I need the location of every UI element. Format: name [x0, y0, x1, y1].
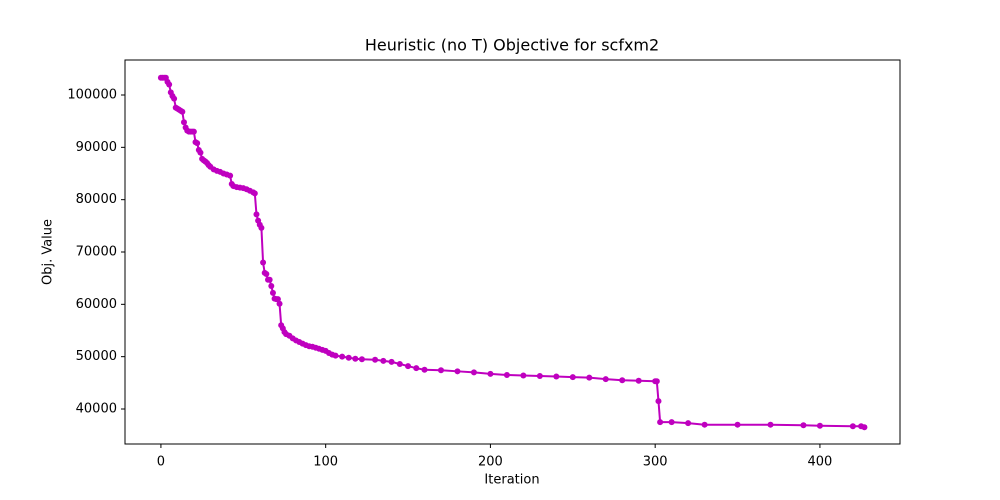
marker	[421, 366, 428, 373]
x-tick-label: 200	[478, 455, 503, 470]
marker	[171, 95, 178, 102]
marker	[269, 289, 276, 296]
marker	[405, 363, 412, 370]
marker	[268, 283, 275, 290]
marker	[358, 356, 365, 363]
marker	[520, 372, 527, 379]
marker	[653, 378, 660, 385]
marker	[180, 119, 187, 126]
marker	[388, 358, 395, 365]
marker	[454, 368, 461, 375]
y-tick-label: 60000	[76, 297, 117, 312]
x-tick-label: 400	[808, 455, 833, 470]
y-tick-label: 40000	[76, 401, 117, 416]
marker	[602, 376, 609, 383]
marker	[437, 367, 444, 374]
marker	[332, 352, 339, 359]
marker	[396, 360, 403, 367]
marker	[503, 371, 510, 378]
marker	[253, 211, 260, 218]
marker	[260, 259, 267, 266]
marker	[345, 354, 352, 361]
y-axis-label: Obj. Value	[41, 219, 56, 285]
chart-title: Heuristic (no T) Objective for scfxm2	[365, 36, 659, 55]
marker	[767, 421, 774, 428]
marker	[586, 374, 593, 381]
marker	[380, 357, 387, 364]
marker	[266, 276, 273, 283]
marker	[668, 419, 675, 426]
marker	[849, 423, 856, 430]
marker	[194, 140, 201, 147]
marker	[470, 369, 477, 376]
marker	[635, 377, 642, 384]
y-tick-label: 70000	[76, 245, 117, 260]
x-tick-label: 300	[643, 455, 668, 470]
marker	[816, 422, 823, 429]
marker	[657, 419, 664, 426]
y-tick-label: 80000	[76, 192, 117, 207]
marker	[263, 270, 270, 277]
marker	[734, 421, 741, 428]
marker	[179, 108, 186, 115]
marker	[190, 128, 197, 135]
marker	[569, 374, 576, 381]
marker	[685, 420, 692, 427]
marker	[553, 373, 560, 380]
x-axis-label: Iteration	[484, 473, 539, 488]
marker	[800, 422, 807, 429]
marker	[276, 300, 283, 307]
marker	[655, 398, 662, 405]
marker	[352, 355, 359, 362]
marker	[274, 296, 281, 303]
marker	[861, 424, 868, 431]
marker	[197, 149, 204, 156]
marker	[487, 370, 494, 377]
marker	[251, 190, 258, 197]
marker	[166, 81, 173, 88]
y-tick-label: 90000	[76, 140, 117, 155]
x-tick-label: 100	[313, 455, 338, 470]
marker	[619, 377, 626, 384]
marker	[701, 421, 708, 428]
marker	[413, 365, 420, 372]
marker	[339, 353, 346, 360]
marker	[258, 224, 265, 231]
x-tick-label: 0	[157, 455, 165, 470]
y-tick-label: 50000	[76, 349, 117, 364]
marker	[372, 356, 379, 363]
marker	[536, 373, 543, 380]
marker	[227, 172, 234, 179]
y-tick-label: 100000	[67, 88, 117, 103]
